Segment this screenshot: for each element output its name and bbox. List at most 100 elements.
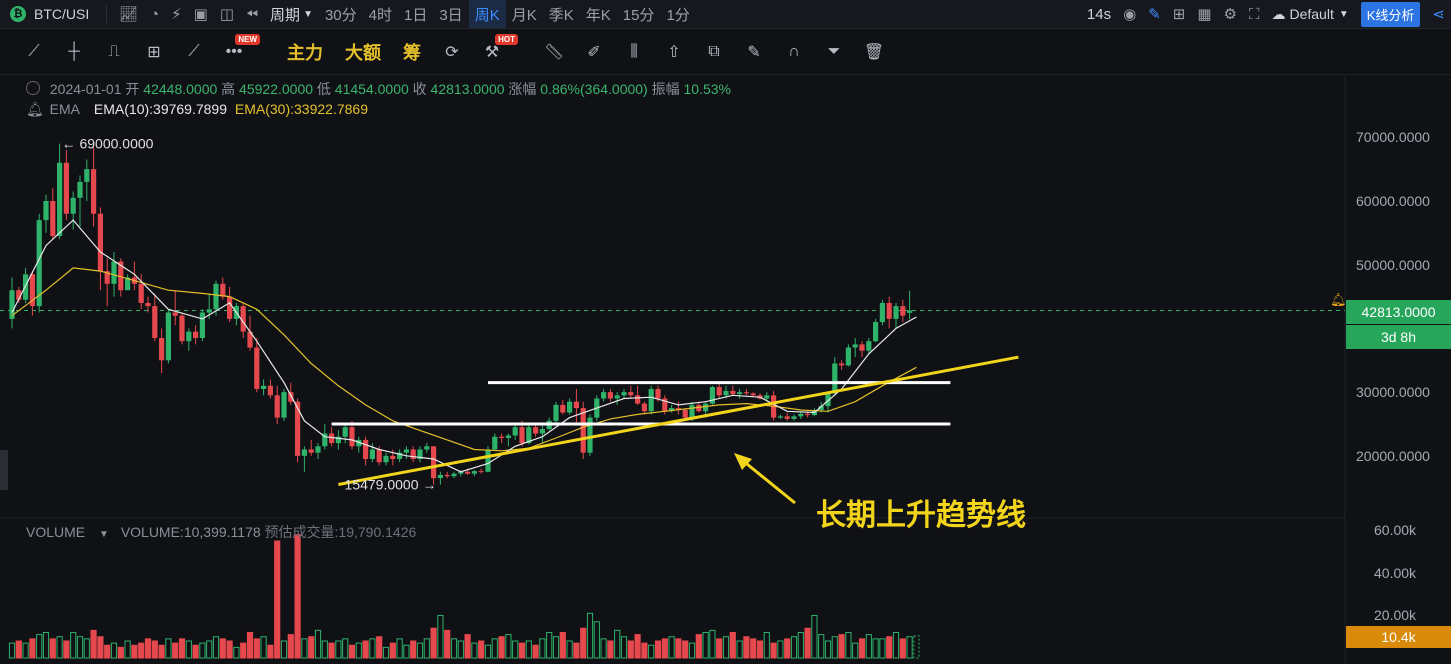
- trend-line: [338, 355, 1019, 486]
- edit-icon[interactable]: ✎: [747, 44, 761, 61]
- volume-bar: [444, 629, 451, 659]
- interval-tab[interactable]: 周K: [468, 0, 506, 28]
- interval-tab[interactable]: 15分: [622, 6, 655, 24]
- large-order-button[interactable]: 大额: [345, 43, 381, 63]
- candle-body: [431, 446, 437, 479]
- volume-bar: [42, 631, 50, 659]
- more-icon[interactable]: ••• NEW: [214, 32, 260, 72]
- volume-bar: [158, 644, 165, 659]
- volume-bar: [314, 629, 322, 659]
- layout-icon[interactable]: ◫: [219, 6, 235, 23]
- candle-body: [764, 395, 770, 399]
- candle-body: [832, 363, 838, 394]
- max-price-label: ← 69000.0000: [62, 136, 154, 152]
- ray-icon[interactable]: ⟋: [188, 43, 200, 60]
- trendline-tool-icon[interactable]: ⟋: [28, 43, 40, 60]
- grid-icon[interactable]: ▦: [1197, 6, 1212, 23]
- volume-bar: [124, 640, 131, 659]
- tools-icon[interactable]: ⚒ HOT: [472, 32, 518, 72]
- volume-bar: [437, 614, 444, 659]
- candle-body: [70, 197, 76, 214]
- candle-icon[interactable]: ⫼: [630, 43, 638, 60]
- interval-tab[interactable]: 3日: [439, 6, 463, 24]
- volume-bar: [321, 640, 328, 659]
- volume-indicator-name[interactable]: VOLUME: [26, 524, 86, 540]
- measure-icon[interactable]: ⎍: [108, 43, 120, 60]
- magnet-icon[interactable]: ∩: [788, 43, 800, 60]
- candle-body: [873, 322, 879, 342]
- share-icon[interactable]: ⋖: [1432, 6, 1445, 23]
- candle-body: [308, 449, 314, 453]
- candle-body: [410, 449, 416, 460]
- volume-bar: [566, 640, 573, 659]
- calendar-icon[interactable]: ▣: [193, 6, 208, 23]
- candle-body: [675, 408, 681, 410]
- collapse-icon[interactable]: [26, 81, 40, 95]
- candle-body: [499, 436, 505, 439]
- fullscreen-icon[interactable]: ⛶: [1248, 5, 1260, 23]
- low-value: 41454.0000: [334, 81, 409, 97]
- candle-body: [390, 455, 396, 460]
- rewind-icon[interactable]: ⏪︎: [246, 5, 259, 23]
- chip-button[interactable]: 筹: [403, 43, 421, 63]
- ruler-icon[interactable]: 📏︎: [543, 44, 565, 61]
- volume-bar: [396, 638, 403, 659]
- layout-dropdown[interactable]: ☁︎ Default ▼: [1265, 0, 1354, 28]
- candle-body: [573, 401, 579, 409]
- amp-label: 振幅: [651, 81, 680, 97]
- interval-tab[interactable]: 1日: [404, 6, 428, 24]
- brush-icon[interactable]: ✐: [587, 44, 601, 61]
- crosshair-box-icon[interactable]: ⊞: [147, 44, 161, 61]
- volume-axis-tick: 20.00k: [1374, 607, 1417, 624]
- volume-bar: [212, 636, 220, 659]
- candle-body: [43, 201, 49, 221]
- flash-icon[interactable]: ⚡︎: [171, 6, 182, 23]
- alert-bell-icon[interactable]: 🔔︎: [26, 101, 44, 117]
- countdown-label: 14s: [1086, 5, 1112, 23]
- copy-icon[interactable]: ⧉: [708, 43, 720, 60]
- period-dropdown[interactable]: 周期 ▼: [264, 0, 319, 28]
- pencil-icon[interactable]: ✎: [1148, 6, 1161, 23]
- volume-bar: [76, 636, 84, 659]
- volume-bar: [620, 636, 628, 659]
- trash-icon[interactable]: 🗑︎: [863, 44, 885, 61]
- export-icon[interactable]: ⇧: [667, 44, 681, 61]
- volume-bar: [797, 631, 804, 659]
- candle-body: [376, 449, 382, 463]
- horizontal-line-icon[interactable]: ┼: [68, 43, 80, 60]
- symbol-selector[interactable]: ₿ BTC/USI: [0, 0, 100, 28]
- volume-bar: [233, 646, 240, 659]
- candle-body: [682, 409, 688, 418]
- analysis-button[interactable]: K线分析: [1360, 0, 1421, 28]
- add-window-icon[interactable]: ⊞: [1172, 6, 1186, 23]
- camera-icon[interactable]: ◉: [1123, 6, 1137, 23]
- volume-bar: [287, 634, 294, 659]
- ema-indicator-name[interactable]: EMA: [49, 101, 81, 117]
- candle-body: [57, 162, 63, 237]
- price-alert-bell-icon[interactable]: 🔔︎: [1330, 292, 1347, 307]
- bitcoin-icon: ₿: [10, 6, 26, 22]
- speed-icon[interactable]: ◔: [150, 5, 160, 23]
- volume-bar: [512, 640, 519, 659]
- filter-icon[interactable]: ⏷: [827, 43, 841, 60]
- volume-bar: [253, 638, 260, 659]
- interval-tab[interactable]: 季K: [548, 6, 574, 24]
- candle-body: [179, 315, 185, 342]
- interval-tab[interactable]: 年K: [585, 6, 611, 24]
- settings-icon[interactable]: ⚙︎: [1223, 6, 1237, 23]
- chevron-down-icon[interactable]: ▼: [99, 529, 109, 540]
- main-force-button[interactable]: 主力: [287, 43, 323, 63]
- open-value: 42448.0000: [143, 81, 218, 97]
- interval-tab[interactable]: 1分: [666, 6, 690, 24]
- candle-body: [356, 439, 362, 447]
- interval-tab[interactable]: 月K: [511, 6, 537, 24]
- volume-bar: [654, 640, 662, 659]
- candle-body: [329, 433, 335, 444]
- chart-icon[interactable]: 📈︎: [119, 6, 139, 23]
- volume-bar: [362, 640, 369, 659]
- interval-tab[interactable]: 4时: [368, 6, 392, 24]
- refresh-icon[interactable]: ⟳: [445, 44, 459, 61]
- interval-tab[interactable]: 30分: [324, 6, 357, 24]
- sidebar-toggle-handle[interactable]: [0, 450, 8, 490]
